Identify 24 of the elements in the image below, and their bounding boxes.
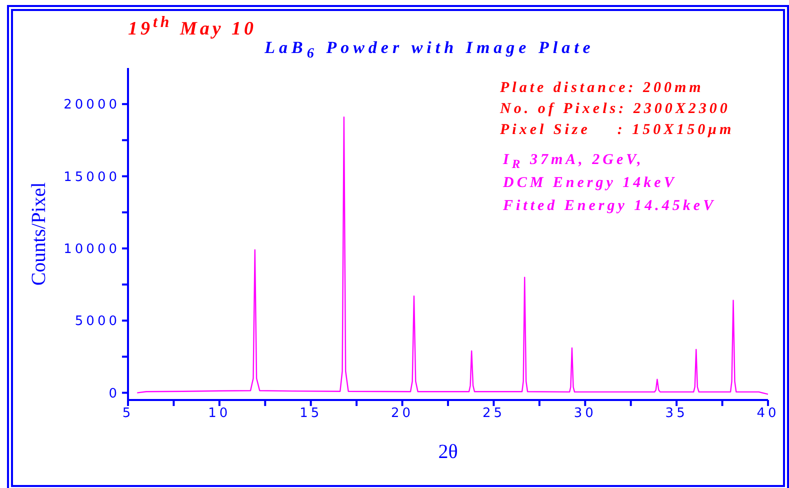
x-tick-label: 30	[574, 406, 596, 422]
x-tick-label: 25	[482, 406, 505, 422]
x-tick-label: 5	[122, 406, 134, 422]
chart-title: LaB$_{6}$ Powder with Image Plate	[264, 38, 596, 62]
annotation: Fitted Energy 14.45keV	[503, 198, 716, 215]
annotation: Plate distance: 200mm	[500, 80, 704, 97]
x-tick-label: 10	[208, 406, 231, 422]
y-tick-label: 5000	[74, 314, 120, 330]
line-series	[136, 116, 768, 395]
x-tick-label: 20	[391, 406, 414, 422]
x-tick-label: 35	[665, 406, 688, 422]
y-tick-label: 0	[108, 386, 120, 402]
x-axis-title: 2θ	[438, 441, 458, 463]
y-axis-title: Counts/Pixel	[28, 182, 50, 286]
annotation: Pixel Size : 150X150μm	[500, 122, 734, 139]
annotation: No. of Pixels: 2300X2300	[500, 101, 730, 118]
x-tick-label: 15	[300, 406, 322, 422]
annotation: DCM Energy 14keV	[503, 175, 677, 192]
text: 19$^{th}$ May 10	[128, 14, 257, 40]
y-tick-label: 20000	[64, 98, 120, 113]
y-tick-label: 10000	[64, 242, 120, 258]
y-tick-label: 15000	[64, 170, 120, 185]
x-tick-label: 40	[756, 406, 780, 422]
annotation: I$_{R}$ 37mA, 2GeV,	[503, 152, 644, 172]
